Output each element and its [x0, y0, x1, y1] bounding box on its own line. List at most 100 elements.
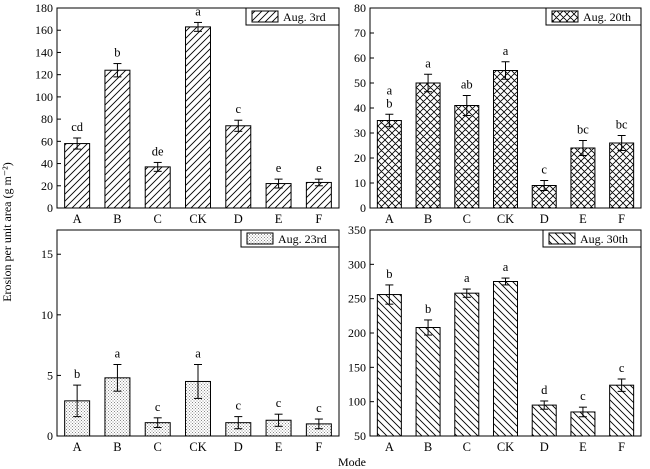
y-tick-label: 100 — [35, 90, 53, 104]
y-tick-label: 80 — [354, 1, 366, 15]
significance-letter: c — [541, 163, 547, 177]
y-tick-label: 0 — [47, 429, 53, 443]
y-tick-label: 160 — [35, 23, 53, 37]
significance-letter: e — [276, 161, 282, 175]
y-tick-label: 5 — [47, 368, 53, 382]
x-axis-label: Mode — [338, 455, 366, 469]
significance-letter: bc — [577, 123, 589, 137]
bar-d — [225, 125, 252, 209]
y-tick-label: 0 — [360, 201, 366, 215]
x-tick-label-b: B — [113, 440, 121, 454]
x-tick-label-a: A — [73, 212, 82, 226]
x-tick-label-a: A — [385, 212, 394, 226]
bar-f — [305, 181, 332, 209]
significance-letter: a — [503, 260, 509, 274]
significance-letter: d — [541, 383, 548, 397]
y-tick-label: 350 — [348, 223, 366, 237]
panel-aug-20th: 01020304050607080abAaBabCaCKcDbcEbcFAug.… — [354, 1, 642, 226]
y-tick-label: 80 — [41, 112, 53, 126]
x-tick-label-e: E — [275, 212, 283, 226]
bar-ck — [185, 26, 211, 209]
y-tick-label: 50 — [354, 429, 366, 443]
x-tick-label-f: F — [618, 440, 625, 454]
legend: Aug. 23rd — [240, 229, 340, 248]
legend-label: Aug. 3rd — [283, 10, 326, 24]
x-tick-label-a: A — [73, 440, 82, 454]
panel-aug-3rd: 0 20 40 60 80 100 120 140 160 180 cd Ab Bde Ca CK c De Ee… — [35, 1, 340, 226]
bar-a — [376, 120, 402, 209]
bar-c — [454, 292, 480, 437]
significance-letter: a — [115, 347, 121, 361]
legend-swatch — [246, 232, 274, 245]
bar-a — [376, 294, 402, 437]
significance-letter: c — [276, 396, 282, 410]
significance-letter: a — [387, 83, 393, 97]
significance-letter: a — [195, 4, 201, 18]
x-tick-label-e: E — [275, 440, 283, 454]
x-tick-label-e: E — [579, 212, 587, 226]
significance-letter: ab — [461, 78, 473, 92]
bar-b — [415, 82, 441, 209]
x-tick-label-f: F — [315, 440, 322, 454]
legend: Aug. 20th — [545, 7, 642, 26]
x-tick-label-e: E — [579, 440, 587, 454]
significance-letter: c — [155, 400, 161, 414]
x-tick-label-c: C — [154, 212, 162, 226]
significance-letter: c — [619, 361, 625, 375]
significance-letter: c — [580, 389, 586, 403]
y-tick-label: 140 — [35, 45, 53, 59]
significance-letter: de — [152, 144, 164, 158]
y-tick-label: 180 — [35, 1, 53, 15]
significance-letter: e — [316, 161, 322, 175]
y-tick-label: 10 — [41, 308, 53, 322]
bar-a — [64, 143, 91, 209]
x-tick-label-b: B — [424, 440, 432, 454]
bar-d — [531, 404, 557, 437]
y-tick-label: 60 — [354, 51, 366, 65]
y-tick-label: 10 — [354, 176, 366, 190]
y-tick-label: 40 — [41, 157, 53, 171]
y-tick-label: 0 — [47, 201, 53, 215]
x-tick-label-f: F — [315, 212, 322, 226]
bar-e — [570, 147, 596, 209]
legend-label: Aug. 20th — [583, 10, 631, 24]
x-tick-label-c: C — [154, 440, 162, 454]
bar-c — [454, 105, 480, 209]
bar-c — [144, 166, 171, 209]
y-tick-label: 15 — [41, 247, 53, 261]
x-tick-label-ck: CK — [497, 212, 514, 226]
significance-letter: c — [236, 102, 242, 116]
significance-letter: b — [386, 96, 392, 110]
x-tick-label-b: B — [113, 212, 121, 226]
y-tick-label: 20 — [354, 151, 366, 165]
y-tick-label: 60 — [41, 134, 53, 148]
significance-letter: a — [195, 347, 201, 361]
legend-swatch — [551, 10, 579, 23]
legend-swatch — [548, 232, 576, 245]
significance-letter: c — [316, 401, 322, 415]
x-tick-label-ck: CK — [497, 440, 514, 454]
y-tick-label: 70 — [354, 26, 366, 40]
y-tick-label: 30 — [354, 126, 366, 140]
y-axis-label: Erosion per unit area (g m⁻²) — [0, 162, 14, 302]
x-tick-label-a: A — [385, 440, 394, 454]
significance-letter: b — [74, 367, 80, 381]
panel-aug-23rd: 0 5 10 15 b Aa Bc Ca CK c Dc Ec F Aug. 23rd — [41, 229, 340, 454]
x-tick-label-b: B — [424, 212, 432, 226]
panel-aug-30th: 50 100 150 200 250 300 350 b Ab Ba Ca CK d Dc Ec F Aug. … — [348, 223, 642, 454]
bar-ck — [492, 70, 519, 209]
x-tick-label-d: D — [540, 440, 549, 454]
bar-b — [415, 327, 441, 437]
significance-letter: a — [464, 271, 470, 285]
x-tick-label-c: C — [463, 440, 471, 454]
significance-letter: a — [425, 56, 431, 70]
y-tick-label: 250 — [348, 292, 366, 306]
x-tick-label-c: C — [463, 212, 471, 226]
legend: Aug. 30th — [542, 229, 642, 248]
x-tick-label-d: D — [540, 212, 549, 226]
y-tick-label: 40 — [354, 101, 366, 115]
x-tick-label-f: F — [618, 212, 625, 226]
significance-letter: b — [386, 267, 392, 281]
y-tick-label: 100 — [348, 395, 366, 409]
